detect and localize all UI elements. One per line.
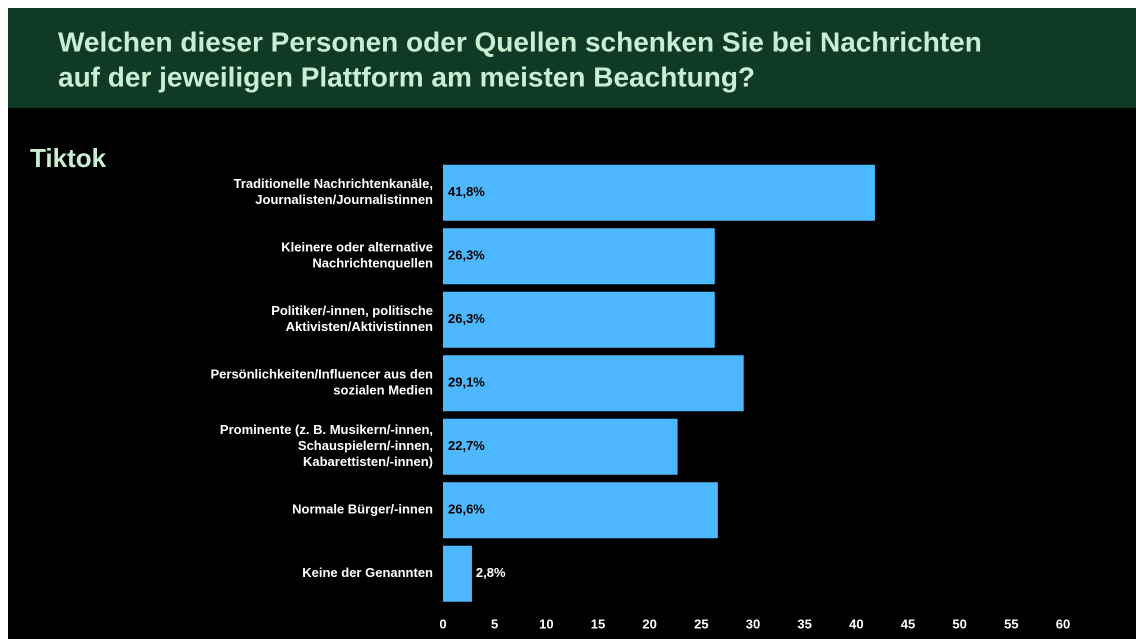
bar	[443, 482, 718, 539]
value-label: 26,6%	[448, 502, 485, 517]
bar	[443, 228, 715, 285]
category-label: Politiker/-innen, politische Aktivisten/A…	[271, 303, 433, 334]
value-label: 26,3%	[448, 311, 485, 326]
x-tick-label: 5	[491, 616, 498, 631]
category-label: Kleinere oder alternative Nachrichtenquel…	[281, 240, 433, 271]
value-label: 22,7%	[448, 438, 485, 453]
bar	[443, 355, 744, 412]
x-tick-label: 50	[952, 616, 966, 631]
value-label: 29,1%	[448, 375, 485, 390]
x-tick-label: 30	[746, 616, 760, 631]
bar	[443, 291, 715, 348]
chart-subtitle: Tiktok	[30, 143, 107, 173]
x-tick-label: 20	[642, 616, 656, 631]
value-label: 41,8%	[448, 184, 485, 199]
x-tick-label: 15	[591, 616, 605, 631]
category-label: Keine der Genannten	[302, 565, 433, 580]
value-label: 2,8%	[476, 565, 506, 580]
x-tick-label: 0	[439, 616, 446, 631]
x-tick-label: 40	[849, 616, 863, 631]
category-label: Persönlichkeiten/Influencer aus den sozia…	[210, 367, 433, 398]
bar	[443, 164, 875, 221]
x-tick-label: 10	[539, 616, 553, 631]
chart-title: Welchen dieser Personen oder Quellen sch…	[58, 27, 982, 93]
category-label: Normale Bürger/-innen	[292, 502, 433, 517]
bar	[443, 418, 678, 475]
x-tick-label: 45	[901, 616, 915, 631]
value-label: 26,3%	[448, 248, 485, 263]
x-tick-label: 60	[1056, 616, 1070, 631]
category-label: Prominente (z. B. Musikern/-innen, Schaus…	[220, 422, 433, 469]
category-label: Traditionelle Nachrichtenkanäle, Journali…	[234, 176, 433, 207]
x-tick-label: 25	[694, 616, 708, 631]
x-tick-label: 55	[1004, 616, 1018, 631]
x-tick-label: 35	[797, 616, 811, 631]
bar	[443, 545, 472, 602]
header-band	[8, 8, 1136, 108]
